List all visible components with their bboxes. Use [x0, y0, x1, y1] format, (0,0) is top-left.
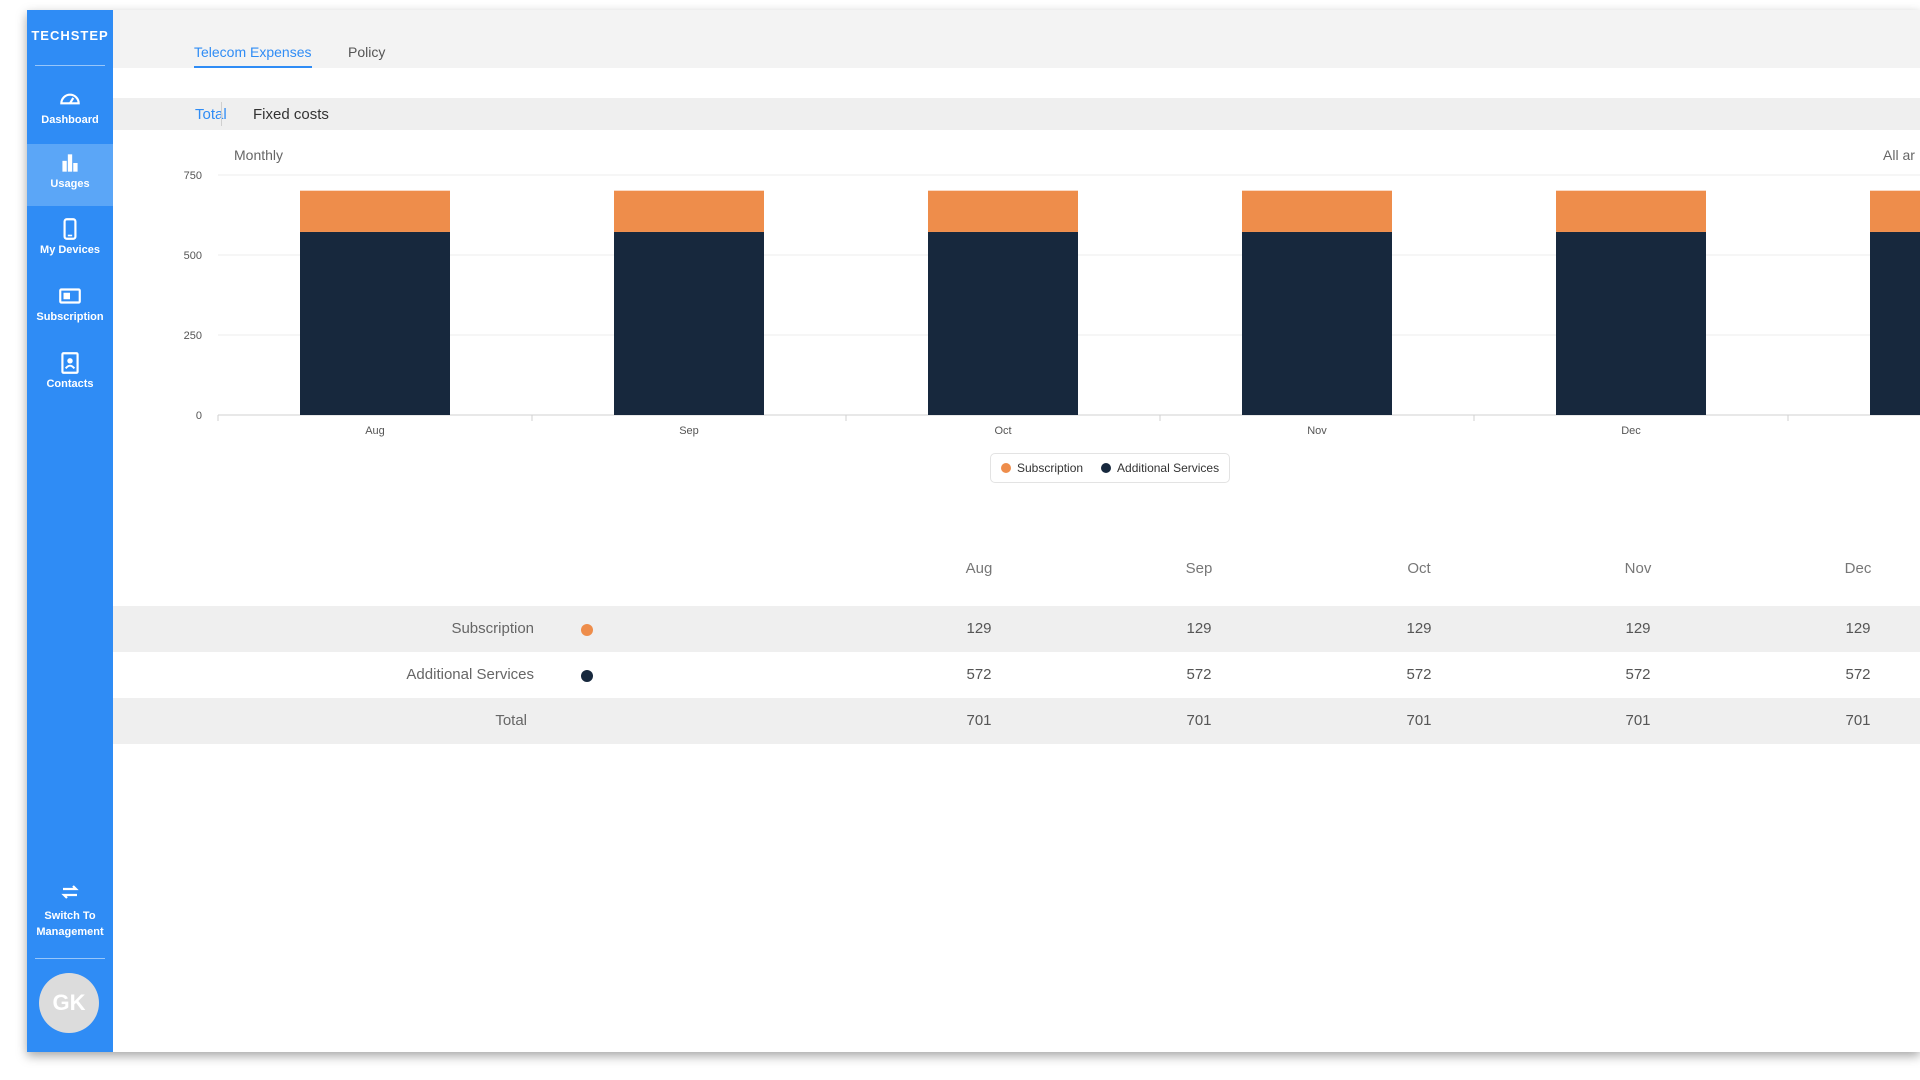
sidebar: TECHSTEP Dashboard Usages My Devices [27, 10, 113, 1052]
divider [221, 102, 222, 126]
chart-filter-label[interactable]: All ar [1883, 147, 1915, 163]
x-tick-label: Dec [1621, 425, 1641, 437]
column-header: Dec [1844, 560, 1872, 577]
switch-to-management-button[interactable]: Switch To Management [27, 880, 113, 940]
sidebar-item-dashboard[interactable]: Dashboard [27, 80, 113, 142]
bar-subscription[interactable] [1556, 190, 1706, 232]
table-cell: 701 [1845, 712, 1871, 729]
legend-dot-subscription [1001, 463, 1011, 473]
column-header: Aug [965, 560, 993, 577]
top-tab-bar: Telecom Expenses Policy [113, 10, 1920, 68]
table-row-total: Total 701 701 701 701 701 [113, 698, 1920, 744]
table-header-row: Aug Sep Oct Nov Dec [113, 546, 1920, 592]
x-tick-label: Aug [365, 425, 385, 437]
sidebar-item-label: Usages [50, 178, 90, 190]
sidebar-item-label: My Devices [40, 244, 100, 256]
bar-chart-icon [62, 154, 78, 172]
legend-label: Subscription [1017, 461, 1084, 475]
table-cell: 572 [1845, 666, 1871, 683]
table-cell: 701 [1625, 712, 1651, 729]
table-cell: 129 [1186, 620, 1212, 637]
bar-subscription[interactable] [1870, 190, 1920, 232]
subtab-fixed-costs[interactable]: Fixed costs [253, 106, 329, 123]
avatar[interactable]: GK [39, 973, 99, 1033]
table-cell: 129 [966, 620, 992, 637]
table-cell: 572 [966, 666, 992, 683]
bar-chart: 0 250 500 750 Aug Sep Oct Nov Dec [184, 170, 1920, 437]
mobile-device-icon [63, 218, 77, 240]
row-label: Total [495, 712, 527, 729]
table-row: Additional Services 572 572 572 572 572 [113, 652, 1920, 698]
divider [35, 65, 105, 66]
x-tick-label: Sep [679, 425, 699, 437]
app-window: TECHSTEP Dashboard Usages My Devices [27, 10, 1920, 1052]
chart-legend: Subscription Additional Services [990, 453, 1231, 483]
y-tick-label: 250 [184, 330, 202, 342]
bar-additional-services[interactable] [300, 231, 450, 415]
bar-additional-services[interactable] [614, 231, 764, 415]
table-cell: 701 [1406, 712, 1432, 729]
column-header: Oct [1407, 560, 1431, 577]
contact-card-icon [61, 352, 79, 374]
bar-subscription[interactable] [928, 190, 1078, 232]
x-tick-label: Oct [994, 425, 1011, 437]
table-row: Subscription 129 129 129 129 129 [113, 606, 1920, 652]
subscription-dot [581, 624, 593, 636]
tab-telecom-expenses[interactable]: Telecom Expenses [194, 44, 312, 68]
switch-label-line1: Switch To [44, 910, 96, 922]
bar-additional-services[interactable] [1242, 231, 1392, 415]
sidebar-item-usages[interactable]: Usages [27, 144, 113, 206]
bar-additional-services[interactable] [1870, 231, 1920, 415]
table-cell: 129 [1406, 620, 1432, 637]
legend-item-subscription[interactable]: Subscription [1001, 461, 1083, 475]
sidebar-item-label: Subscription [36, 311, 104, 323]
x-tick-label: Nov [1307, 425, 1327, 437]
subtab-total[interactable]: Total [195, 106, 227, 123]
sidebar-item-subscription[interactable]: Subscription [27, 277, 113, 339]
table-cell: 129 [1845, 620, 1871, 637]
table-cell: 129 [1625, 620, 1651, 637]
sidebar-item-label: Contacts [46, 378, 94, 390]
sim-card-icon [59, 288, 81, 304]
legend-dot-additional-services [1101, 463, 1112, 473]
table-cell: 701 [966, 712, 992, 729]
table-cell: 572 [1625, 666, 1651, 683]
tab-policy[interactable]: Policy [348, 44, 386, 60]
bar-subscription[interactable] [300, 190, 450, 232]
bar-additional-services[interactable] [1556, 231, 1706, 415]
table-cell: 572 [1186, 666, 1212, 683]
sidebar-item-contacts[interactable]: Contacts [27, 344, 113, 406]
switch-label-line2: Management [36, 926, 104, 938]
row-label: Additional Services [406, 666, 534, 683]
sidebar-item-label: Dashboard [41, 114, 99, 126]
row-label: Subscription [451, 620, 534, 637]
table-cell: 572 [1406, 666, 1432, 683]
additional-services-dot [581, 670, 593, 682]
switch-arrows-icon [61, 885, 79, 899]
y-tick-label: 500 [184, 250, 202, 262]
chart-period-label[interactable]: Monthly [234, 147, 284, 163]
logo: TECHSTEP [31, 28, 109, 43]
sidebar-item-my-devices[interactable]: My Devices [27, 210, 113, 272]
table-cell: 701 [1186, 712, 1212, 729]
bar-additional-services[interactable] [928, 231, 1078, 415]
bar-subscription[interactable] [1242, 190, 1392, 232]
column-header: Nov [1624, 560, 1652, 577]
y-tick-label: 0 [196, 410, 202, 422]
legend-item-additional-services[interactable]: Additional Services [1101, 461, 1219, 475]
sub-tab-bar: Total Fixed costs [113, 98, 1920, 130]
legend-label: Additional Services [1117, 461, 1220, 475]
bar-subscription[interactable] [614, 190, 764, 232]
dashboard-gauge-icon [60, 93, 80, 105]
divider [35, 958, 105, 959]
column-header: Sep [1185, 560, 1213, 577]
y-tick-label: 750 [184, 170, 202, 182]
